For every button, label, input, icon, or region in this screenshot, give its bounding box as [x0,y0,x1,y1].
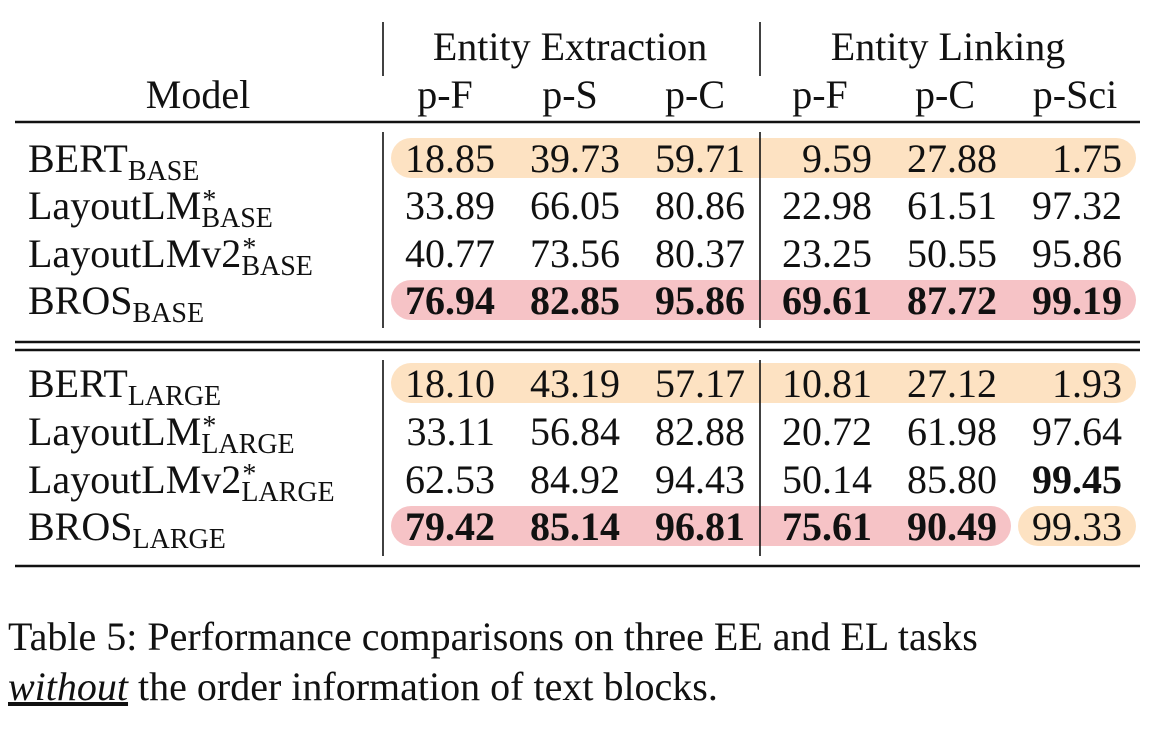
table-cell: 33.11 [406,409,495,454]
table-cell: 97.32 [1032,183,1122,228]
table-cell: 50.55 [907,231,997,276]
table-cell: 18.10 [405,361,495,406]
model-subscript: BASE [241,251,313,282]
table-cell: 99.33 [1032,504,1122,549]
caption-line: without the order information of text bl… [8,664,718,709]
cell-highlight [391,280,1136,320]
table-cell: 61.51 [907,183,997,228]
table-cell: 79.42 [405,504,495,549]
model-name: LayoutLM [28,409,201,454]
table-cell: 94.43 [655,457,745,502]
caption-line: Table 5: Performance comparisons on thre… [8,614,978,659]
model-subscript: BASE [201,203,273,234]
model-superscript: * [242,233,256,264]
table-cell: 87.72 [907,278,997,323]
caption-text: without [8,664,129,709]
table-cell: 59.71 [655,136,745,181]
model-superscript: * [242,459,256,490]
model-name: BROS [28,504,133,549]
model-name: LayoutLM [28,183,201,228]
table-cell: 76.94 [405,278,495,323]
table-cell: 85.80 [907,457,997,502]
model-name: LayoutLMv2 [28,231,241,276]
table-cell: 84.92 [530,457,620,502]
model-subscript: LARGE [241,477,334,508]
table-cell: 50.14 [782,457,872,502]
table-cell: 20.72 [782,409,872,454]
cell-highlight [391,506,1011,546]
model-subscript: LARGE [128,381,221,412]
column-header: p-C [915,72,975,117]
model-subscript: LARGE [201,429,294,460]
table-cell: 23.25 [782,231,872,276]
table-cell: 27.12 [907,361,997,406]
column-header: p-F [792,72,848,117]
highlights [391,138,1136,546]
model-superscript: * [202,411,216,442]
model-name: LayoutLMv2 [28,457,241,502]
model-subscript: BASE [128,156,200,187]
table-cell: 33.89 [405,183,495,228]
table-cell: 40.77 [405,231,495,276]
table-cell: 61.98 [907,409,997,454]
model-superscript: * [202,185,216,216]
column-header: p-C [665,72,725,117]
table-cell: 82.85 [530,278,620,323]
table-cell: 69.61 [782,278,872,323]
table-cell: 99.45 [1032,457,1122,502]
column-header: p-Sci [1033,72,1117,117]
model-name: BROS [28,278,133,323]
table-cell: 73.56 [530,231,620,276]
group-header: Entity Linking [831,24,1065,69]
table-cell: 95.86 [655,278,745,323]
table-cell: 9.59 [802,136,872,181]
table-cell: 18.85 [405,136,495,181]
caption-text: the order information of text blocks. [128,664,718,709]
model-subscript: BASE [133,298,205,329]
table-cell: 22.98 [782,183,872,228]
table-cell: 75.61 [782,504,872,549]
model-name: BERT [28,136,128,181]
table-cell: 80.86 [655,183,745,228]
table-cell: 99.19 [1032,278,1122,323]
table-cell: 82.88 [655,409,745,454]
column-header: p-S [542,72,598,117]
model-name: BERT [28,361,128,406]
table-cell: 95.86 [1032,231,1122,276]
table-cell: 90.49 [907,504,997,549]
table-cell: 1.75 [1052,136,1122,181]
table-cell: 10.81 [782,361,872,406]
group-header: Entity Extraction [433,24,707,69]
table-cell: 1.93 [1052,361,1122,406]
table-cell: 80.37 [655,231,745,276]
cell-highlight [1018,506,1136,546]
table-cell: 56.84 [530,409,620,454]
table-cell: 39.73 [530,136,620,181]
cell-highlight [391,138,1136,178]
table-cell: 85.14 [530,504,620,549]
table-cell: 43.19 [530,361,620,406]
table-cell: 97.64 [1032,409,1122,454]
model-subscript: LARGE [133,524,226,555]
caption-text: Table 5: Performance comparisons on thre… [8,614,978,659]
table-cell: 27.88 [907,136,997,181]
table-cell: 62.53 [405,457,495,502]
table-cell: 57.17 [655,361,745,406]
table-cell: 66.05 [530,183,620,228]
column-header: p-F [417,72,473,117]
table-cell: 96.81 [655,504,745,549]
column-header: Model [146,72,250,117]
cell-highlight [391,363,1136,403]
